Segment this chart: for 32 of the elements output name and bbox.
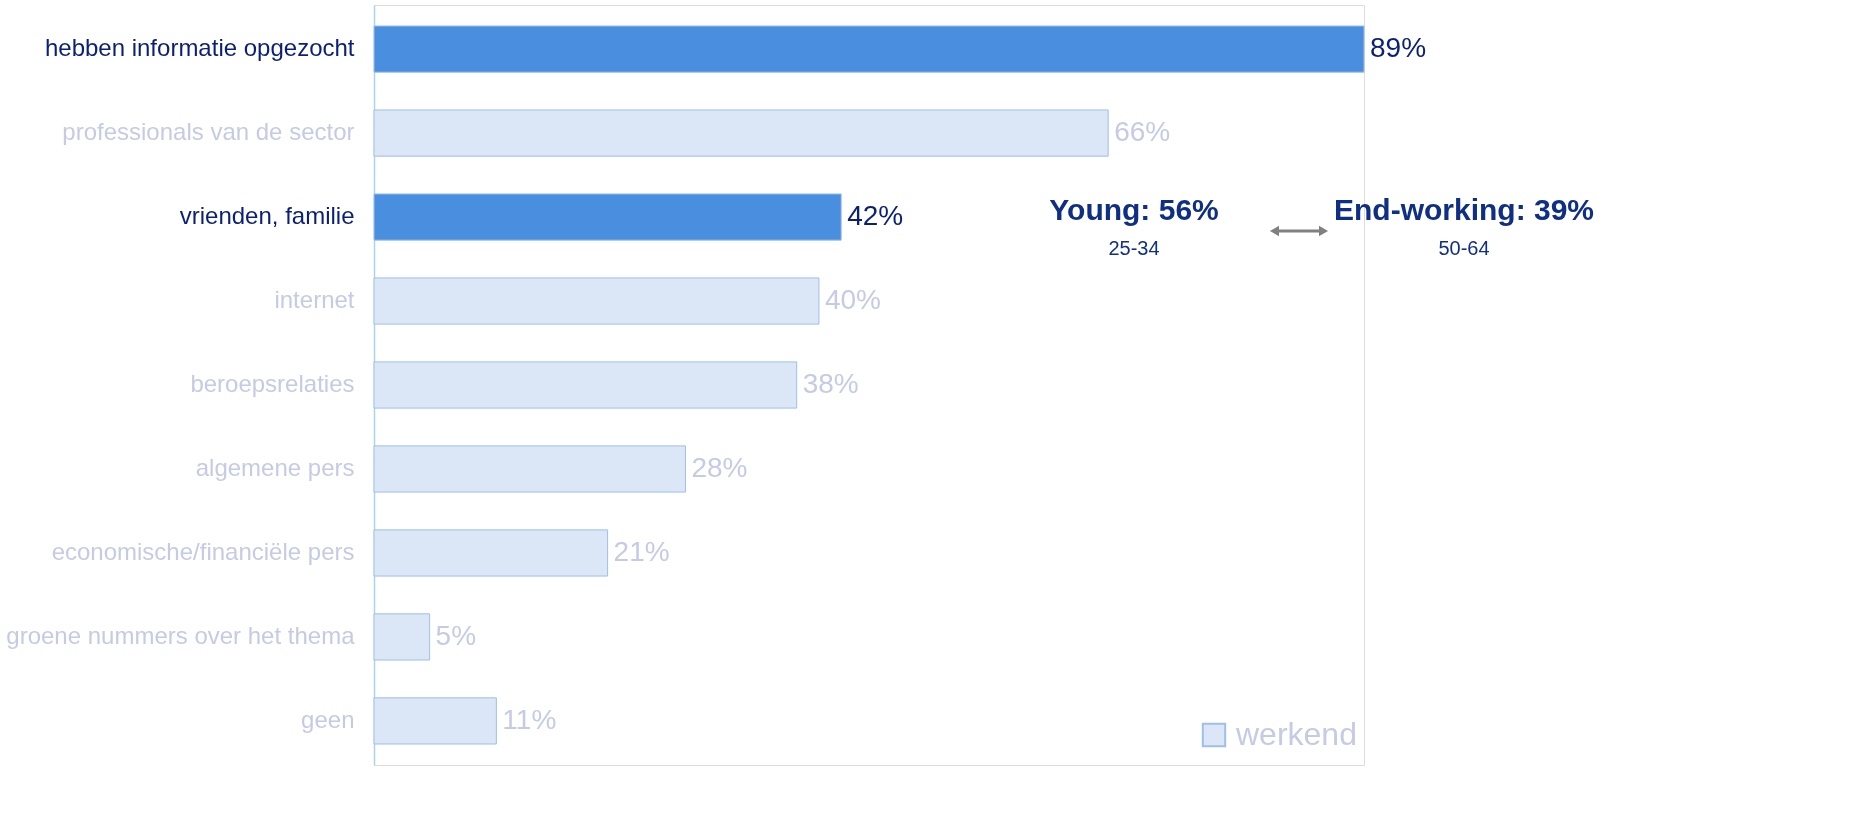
text: 50-64: [1438, 237, 1490, 259]
data-label: 40%: [824, 284, 881, 316]
y-tick-label: professionals van de sector: [62, 118, 355, 146]
y-tick-label: algemene pers: [195, 453, 355, 481]
bar: [373, 445, 686, 493]
bar: [373, 25, 1365, 73]
bar: [373, 277, 820, 325]
data-label: 38%: [802, 368, 859, 399]
y-tick-label: internet: [274, 286, 355, 314]
legend-label: werkend: [1235, 716, 1357, 752]
data-label: 66%: [1114, 116, 1171, 148]
annotation: End-working: 39%: [1333, 193, 1595, 226]
y-tick-label: economische/financiële pers: [51, 537, 355, 565]
data-label: 11%: [502, 703, 557, 735]
y-tick-label: beroepsrelaties: [190, 370, 355, 397]
bar: [373, 361, 798, 409]
data-label: 21%: [613, 535, 670, 567]
annotation: 25-34: [1108, 237, 1160, 259]
data-label: 5%: [435, 619, 477, 651]
bar: [373, 193, 842, 241]
y-tick-label: groene nummers over het thema: [6, 621, 356, 649]
bar: [373, 613, 431, 661]
y-tick-label: geen: [301, 705, 355, 733]
data-label: 42%: [847, 200, 904, 232]
data-label: 28%: [691, 451, 748, 483]
y-tick-label: hebben informatie opgezocht: [44, 34, 355, 62]
data-label: 89%: [1370, 32, 1427, 64]
bar: [373, 529, 609, 577]
y-tick-label: vrienden, familie: [179, 202, 355, 230]
bar: [373, 109, 1109, 157]
bar: [373, 697, 497, 745]
annotation: Young: 56%: [1049, 193, 1219, 226]
